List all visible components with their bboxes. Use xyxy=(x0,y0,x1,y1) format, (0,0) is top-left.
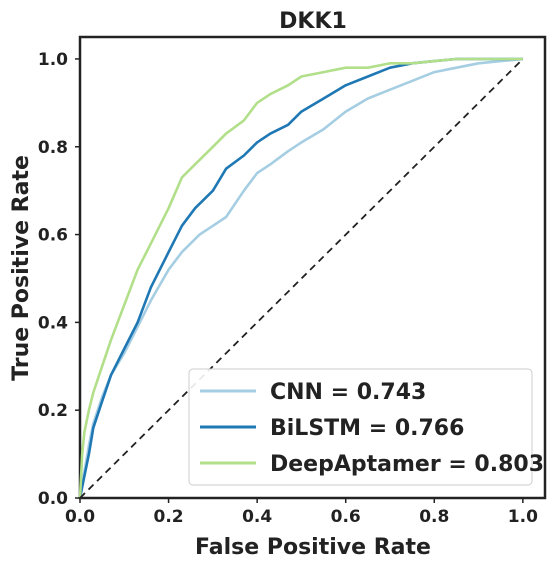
y-tick-label: 0.0 xyxy=(38,489,68,509)
legend-label: CNN = 0.743 xyxy=(270,380,426,405)
legend: CNN = 0.743 BiLSTM = 0.766 DeepAptamer = 0… xyxy=(188,368,544,486)
legend-label: DeepAptamer = 0.803 xyxy=(270,452,544,477)
series-deepaptamer-line xyxy=(78,57,523,499)
x-tick-label: 0.0 xyxy=(65,507,95,527)
y-tick-label: 0.2 xyxy=(38,401,68,421)
y-tick-label: 0.8 xyxy=(38,138,68,158)
y-axis-label: True Positive Rate xyxy=(9,155,34,381)
chance-diagonal-line xyxy=(79,58,524,499)
chart-title: DKK1 xyxy=(279,9,347,34)
x-tick-label: 0.8 xyxy=(419,507,449,527)
x-tick-label: 0.6 xyxy=(331,507,361,527)
y-tick-label: 0.6 xyxy=(38,226,68,246)
x-tick-label: 1.0 xyxy=(508,507,538,527)
x-tick-label: 0.2 xyxy=(154,507,184,527)
series-layer xyxy=(78,57,524,499)
x-tick-label: 0.4 xyxy=(242,507,272,527)
y-tick-label: 0.4 xyxy=(38,313,68,333)
y-tick-label: 1.0 xyxy=(38,50,68,70)
x-axis-label: False Positive Rate xyxy=(195,535,431,560)
legend-label: BiLSTM = 0.766 xyxy=(270,416,464,441)
y-axis-ticks: 0.0 0.2 0.4 0.6 0.8 1.0 xyxy=(38,50,80,509)
x-axis-ticks: 0.0 0.2 0.4 0.6 0.8 1.0 xyxy=(65,498,538,527)
legend-box xyxy=(188,368,533,486)
